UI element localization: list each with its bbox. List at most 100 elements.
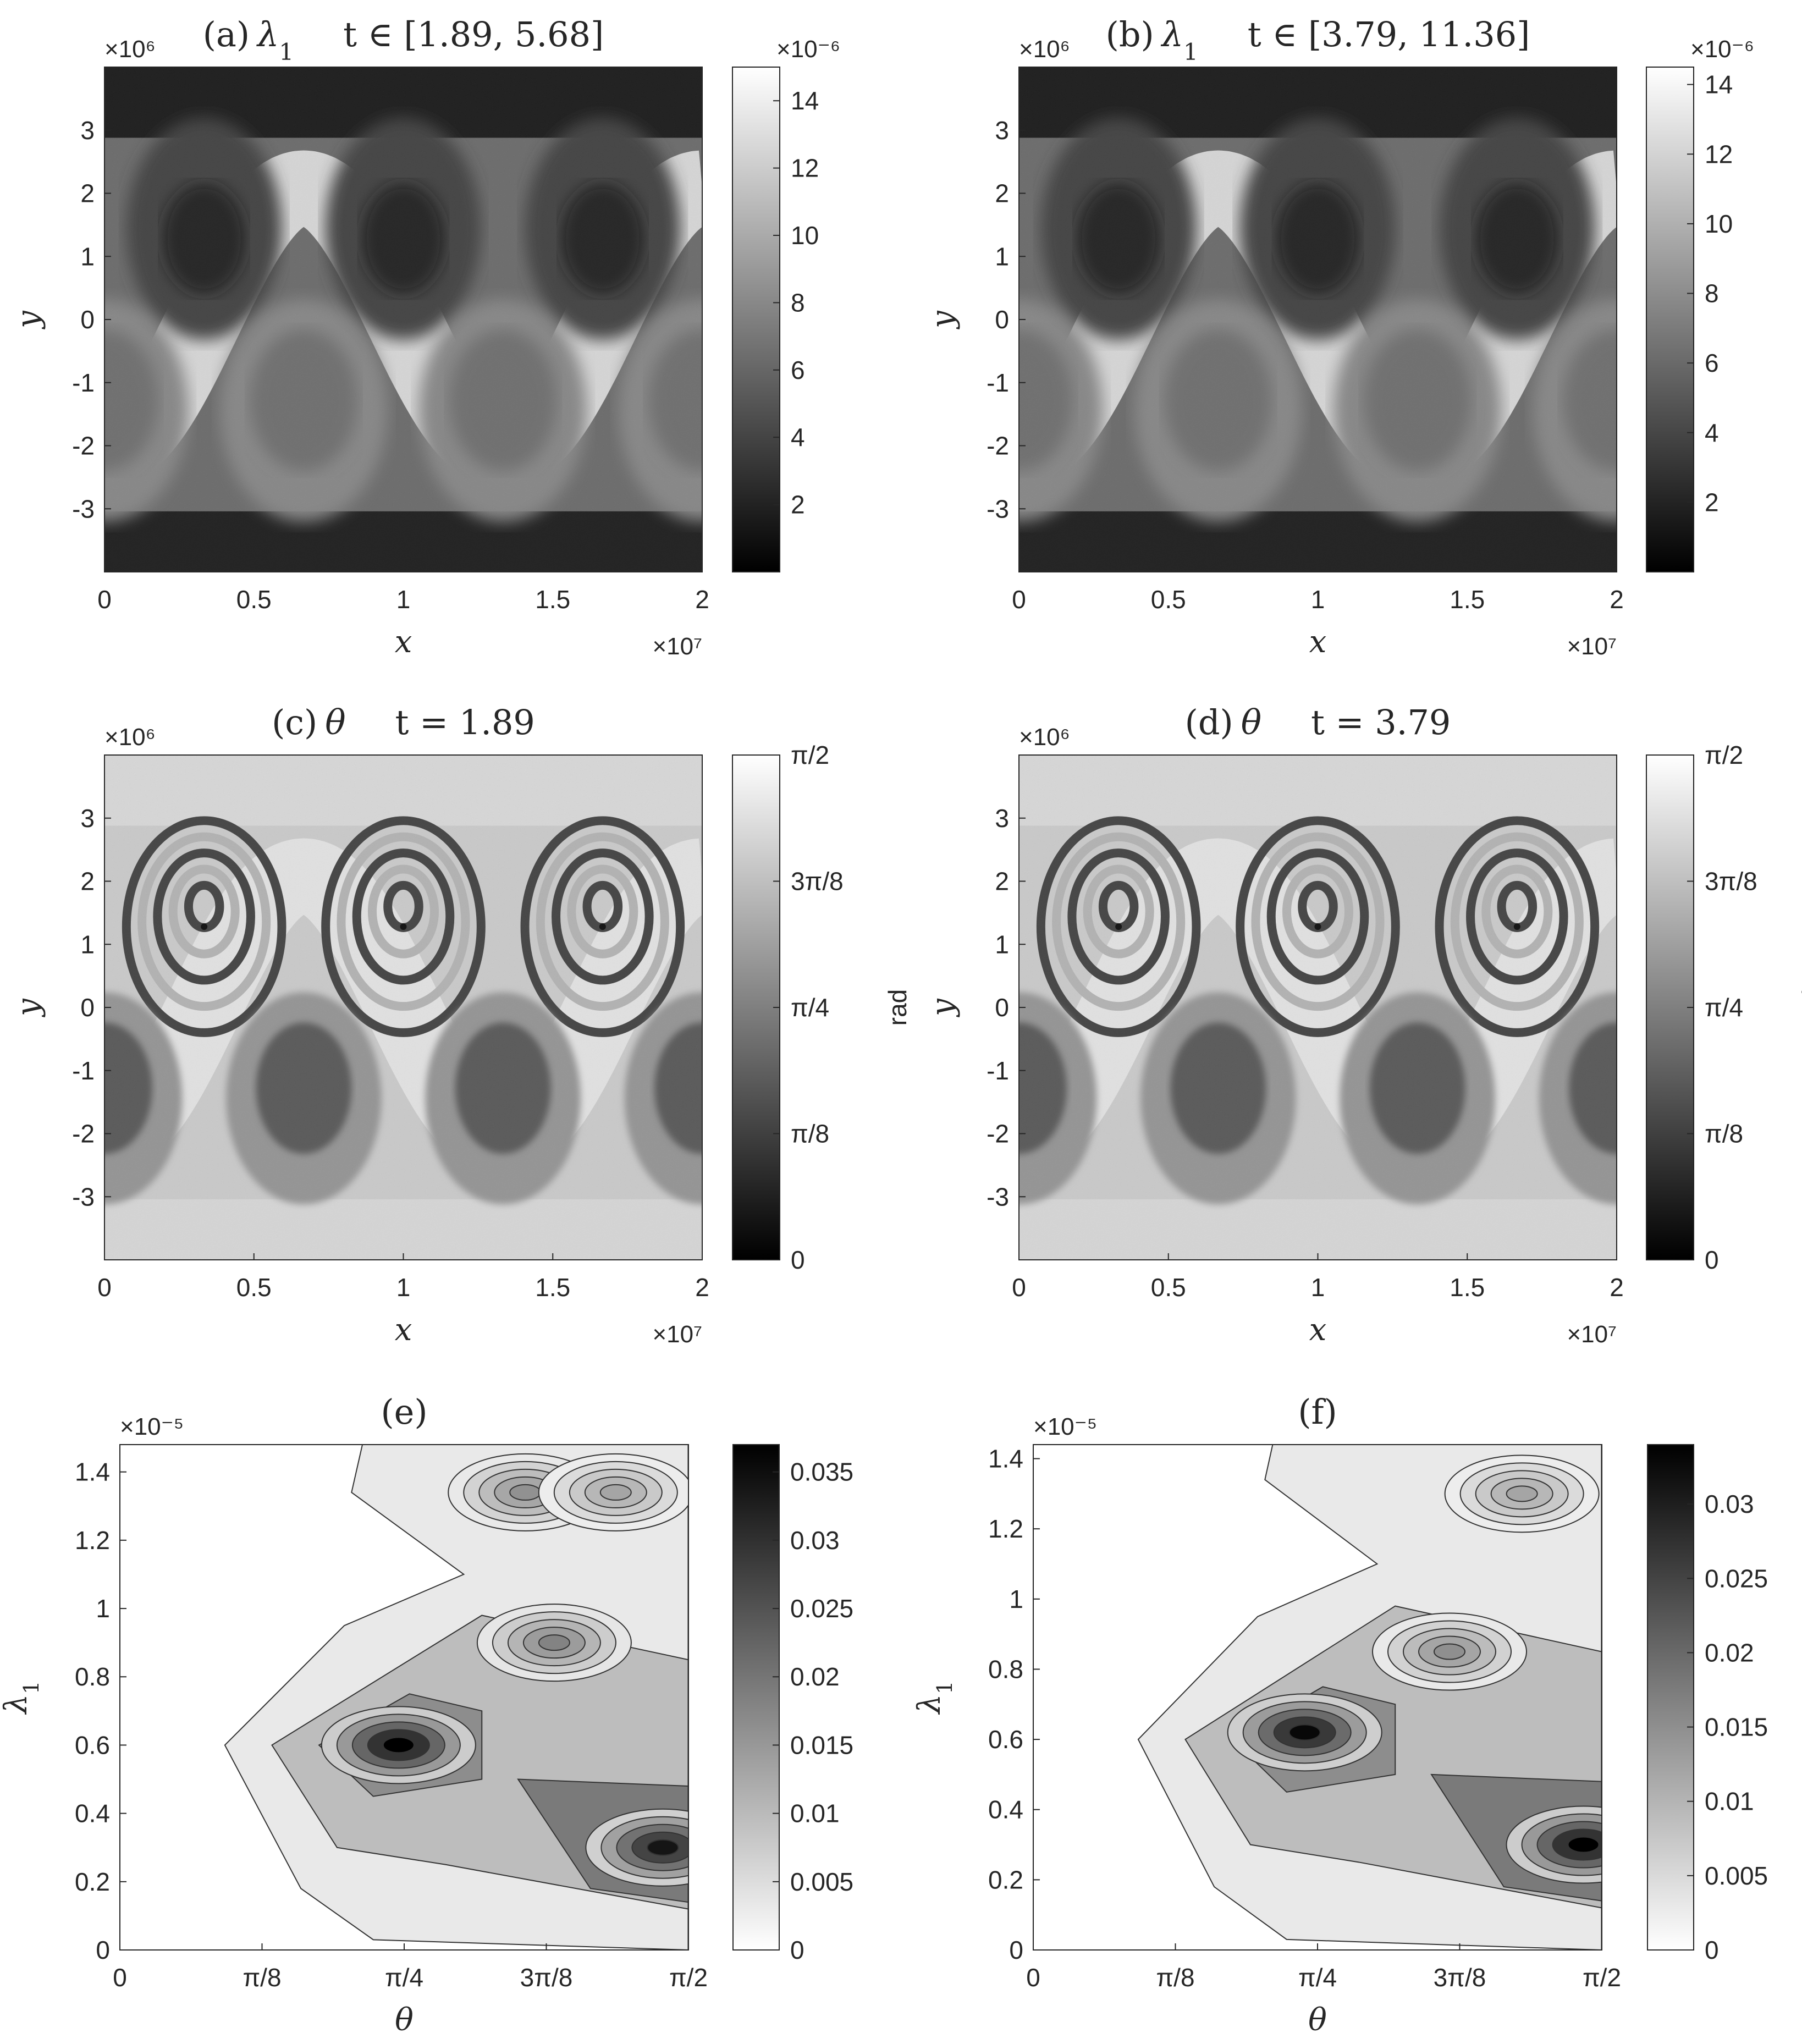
- y-axis-multiplier: ×10⁶: [104, 724, 156, 751]
- y-axis-label: y: [925, 310, 961, 330]
- pdf-peak-contour: [1506, 1485, 1538, 1502]
- panel-f: 0 π/8 π/4 3π/8 π/2 0 0.2 0.4 0.6 0.8 1 1.2 1.4 ×10⁻⁵ θ…: [912, 1392, 1768, 2038]
- y-tick-label: 1.2: [75, 1526, 110, 1555]
- pdf-peak-contour: [599, 1484, 632, 1501]
- x-tick-label: 1: [396, 585, 411, 614]
- x-tick-label: 3π/8: [520, 1963, 573, 1992]
- panel-title-label: (e): [381, 1392, 427, 1432]
- pdf-peak-contour: [382, 1737, 415, 1754]
- panel-title-label: (f): [1298, 1392, 1337, 1432]
- pdf-peak-contour: [1288, 1724, 1321, 1741]
- plot-area-a: [104, 67, 702, 572]
- colorbar-gradient: [1647, 1444, 1694, 1951]
- x-tick-label: 0: [97, 1273, 112, 1302]
- panel-title-time: t = 3.79: [1311, 702, 1451, 742]
- y-tick-label: 0: [80, 305, 95, 334]
- colorbar-tick-label: 6: [791, 356, 805, 384]
- colorbar-tick-label: 10: [1705, 210, 1733, 238]
- panel-title: (a) λ1 t ∈ [1.89, 5.68]: [203, 14, 604, 65]
- x-axis-multiplier: ×10⁷: [652, 1321, 702, 1348]
- colorbar-tick-label: 3π/8: [791, 867, 844, 896]
- y-tick-label: 1: [96, 1594, 110, 1623]
- plot-area-e: [120, 1445, 688, 1950]
- colorbar-tick-label: 0: [1705, 1936, 1719, 1964]
- y-tick-label: 1: [80, 930, 95, 958]
- colorbar-tick-label: 12: [1705, 140, 1733, 168]
- colorbar-gradient: [732, 1444, 780, 1951]
- y-tick-label: -3: [987, 494, 1009, 523]
- panel-title-label: (d): [1185, 702, 1233, 742]
- y-axis-label-symbol: y: [10, 998, 46, 1018]
- x-tick-label: π/4: [385, 1963, 423, 1992]
- colorbar-tick-label: 0.02: [790, 1662, 840, 1691]
- y-tick-label: 0.4: [988, 1795, 1023, 1824]
- y-tick-label: -1: [72, 368, 95, 397]
- x-tick-label: 2: [1610, 1273, 1624, 1302]
- y-axis-multiplier: ×10⁶: [104, 36, 156, 63]
- plot-area-d: [1019, 755, 1617, 1260]
- colorbar-tick-label: 14: [1705, 70, 1733, 99]
- x-tick-label: π/4: [1298, 1963, 1337, 1992]
- colorbar-gradient: [732, 754, 780, 1260]
- x-tick-label: 2: [1610, 585, 1624, 614]
- colorbar-tick-label: 0.015: [1705, 1713, 1768, 1742]
- y-tick-label: 0.6: [988, 1725, 1023, 1754]
- y-tick-label: 0: [1009, 1936, 1023, 1964]
- pdf-peak-contour: [509, 1484, 542, 1501]
- x-tick-label: 1: [1311, 1273, 1325, 1302]
- colorbar: 2 4 6 8 10 12 14 ×10⁻⁶: [732, 36, 840, 572]
- y-tick-label: 0: [96, 1936, 110, 1964]
- colorbar-tick-label: 0.015: [790, 1731, 853, 1759]
- y-axis-label-symbol: y: [925, 998, 961, 1018]
- noise-overlay: [1019, 755, 1617, 1260]
- colorbar-tick-label: 0.005: [1705, 1861, 1768, 1890]
- panel-d: 0 0.5 1 1.5 2 -3 -2 -1 0 1 2 3 ×10⁶ ×10⁷ x y (d) θ t = 3.7…: [925, 702, 1802, 1348]
- x-tick-label: 0.5: [1151, 585, 1186, 614]
- colorbar-multiplier: ×10⁻⁶: [776, 36, 840, 63]
- panel-title: (c) θ t = 1.89: [272, 702, 535, 742]
- x-tick-label: π/8: [1156, 1963, 1194, 1992]
- x-tick-label: 0.5: [1151, 1273, 1186, 1302]
- y-tick-label: 0.8: [75, 1662, 110, 1691]
- colorbar-tick-label: 4: [1705, 418, 1719, 447]
- y-axis-label-symbol: λ: [0, 1694, 34, 1715]
- colorbar-label: rad: [1797, 989, 1802, 1026]
- x-tick-label: 1.5: [1450, 1273, 1485, 1302]
- colorbar-tick-label: π/4: [1705, 993, 1743, 1022]
- y-tick-label: -3: [72, 494, 95, 523]
- panel-title-symbol: λ: [256, 14, 279, 54]
- x-axis-multiplier: ×10⁷: [1567, 1321, 1617, 1348]
- x-tick-label: 1: [396, 1273, 411, 1302]
- plot-area-b: [1019, 67, 1617, 572]
- y-tick-label: 0.4: [75, 1799, 110, 1828]
- x-tick-label: 0.5: [236, 1273, 272, 1302]
- colorbar-tick-label: 14: [791, 86, 819, 115]
- y-tick-label: 0.6: [75, 1731, 110, 1759]
- pdf-peak-contour: [647, 1839, 679, 1856]
- y-tick-label: -2: [987, 432, 1009, 460]
- y-tick-label: 0.2: [75, 1867, 110, 1896]
- colorbar-gradient: [732, 67, 780, 572]
- x-tick-label: π/2: [1583, 1963, 1621, 1992]
- pdf-peak-contour: [1567, 1836, 1600, 1853]
- colorbar-tick-label: 8: [1705, 279, 1719, 308]
- x-axis-label: θ: [1308, 2002, 1327, 2038]
- pdf-peak-contour: [538, 1634, 570, 1651]
- x-tick-label: 1.5: [535, 1273, 570, 1302]
- y-tick-label: 1.2: [988, 1514, 1023, 1543]
- colorbar-tick-label: 0.01: [790, 1799, 840, 1828]
- x-tick-label: 1.5: [535, 585, 570, 614]
- panel-title-subscript: 1: [279, 38, 294, 65]
- y-tick-label: 3: [80, 116, 95, 145]
- noise-overlay: [1019, 67, 1617, 572]
- y-axis-multiplier: ×10⁶: [1019, 724, 1070, 751]
- colorbar-tick-label: π/8: [791, 1120, 829, 1148]
- y-axis-multiplier: ×10⁻⁵: [1033, 1413, 1097, 1440]
- x-axis-label: θ: [395, 2002, 414, 2038]
- y-axis-label-symbol: λ: [912, 1694, 947, 1715]
- colorbar-tick-label: 3π/8: [1705, 867, 1757, 896]
- colorbar-tick-label: 0.03: [1705, 1490, 1754, 1518]
- x-tick-label: 3π/8: [1434, 1963, 1486, 1992]
